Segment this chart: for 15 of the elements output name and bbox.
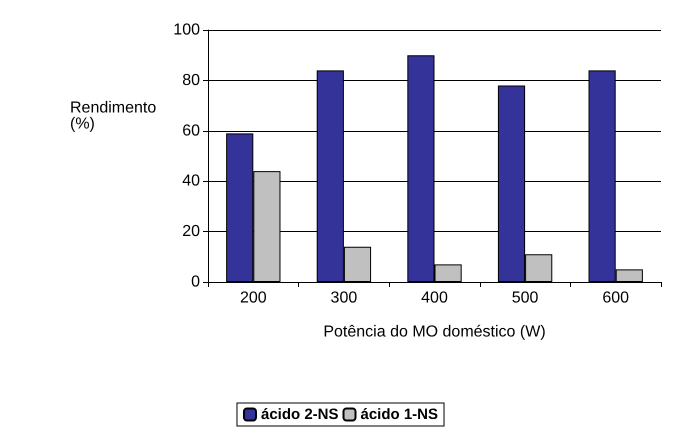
y-tick-label: 80 <box>182 72 200 89</box>
x-tick-label: 200 <box>240 290 267 306</box>
y-tick-label: 40 <box>182 172 200 190</box>
legend-label: ácido 2-NS <box>260 406 339 423</box>
y-tick-label: 60 <box>182 122 200 140</box>
x-tick-label: 600 <box>602 290 630 306</box>
x-tick-label: 400 <box>421 290 448 306</box>
y-axis-title: Rendimento (%) <box>70 100 156 132</box>
x-axis-title: Potência do MO doméstico (W) <box>323 324 546 340</box>
y-tick-label: 0 <box>191 274 200 290</box>
legend-label: ácido 1-NS <box>360 406 438 423</box>
y-tick-label: 20 <box>182 223 200 240</box>
y-tick-label: 100 <box>173 22 200 38</box>
x-tick-label: 500 <box>512 290 539 306</box>
x-tick-label: 300 <box>330 290 358 306</box>
